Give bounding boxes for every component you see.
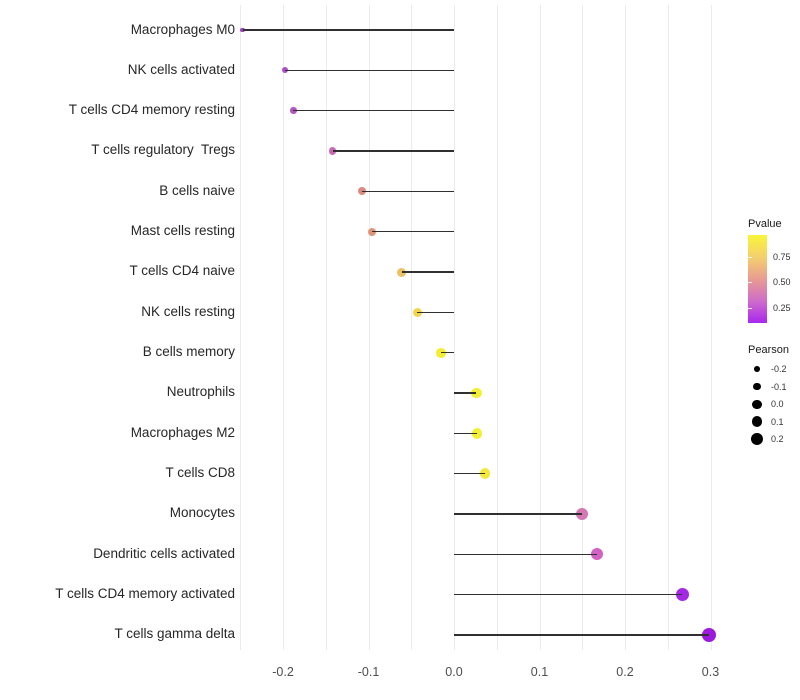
x-axis-tick-label: 0.3	[701, 665, 720, 679]
data-point-dot	[471, 387, 482, 399]
pvalue-tick-label: 0.50	[773, 276, 791, 287]
category-label: T cells gamma delta	[114, 626, 235, 642]
vertical-gridline	[411, 5, 413, 650]
category-label: Dendritic cells activated	[93, 545, 235, 561]
lollipop-stem	[454, 634, 709, 636]
lollipop-stem	[417, 311, 454, 313]
pearson-legend-dot	[751, 416, 763, 428]
x-axis-tick-label: -0.2	[272, 665, 294, 679]
pvalue-bar-tick	[748, 281, 752, 283]
lollipop-stem	[454, 473, 485, 475]
data-point-dot	[290, 107, 297, 114]
category-label: T cells regulatory Tregs	[91, 142, 235, 158]
pvalue-bar-tick	[748, 257, 752, 258]
vertical-gridline	[625, 5, 626, 650]
data-point-dot	[701, 628, 716, 642]
vertical-gridline	[283, 5, 284, 650]
data-point-dot	[240, 27, 246, 33]
category-label: Macrophages M2	[130, 424, 235, 440]
pearson-legend-label: -0.1	[771, 381, 787, 392]
category-label: NK cells resting	[141, 303, 235, 319]
category-label: T cells CD4 memory activated	[55, 586, 235, 602]
lollipop-stem	[361, 190, 454, 192]
lollipop-stem	[401, 271, 454, 273]
category-label: B cells naive	[159, 182, 235, 198]
lollipop-stem	[454, 553, 597, 555]
data-point-dot	[328, 147, 337, 155]
vertical-gridline	[325, 5, 327, 650]
x-axis-tick-label: 0.1	[530, 665, 549, 679]
vertical-gridline	[240, 5, 242, 650]
category-label: Mast cells resting	[130, 223, 235, 239]
lollipop-stem	[454, 432, 478, 434]
pvalue-tick-label: 0.25	[773, 303, 791, 313]
pearson-legend-dot	[752, 399, 762, 409]
x-axis-tick-label: 0.0	[445, 665, 463, 679]
category-label: Neutrophils	[166, 384, 235, 400]
category-label: B cells memory	[142, 344, 235, 360]
x-axis-tick-label: -0.1	[357, 665, 380, 679]
vertical-gridline	[496, 5, 498, 650]
lollipop-stem	[454, 392, 477, 394]
lollipop-stem	[454, 513, 583, 515]
lollipop-stem	[441, 352, 454, 354]
lollipop-stem	[293, 110, 454, 112]
pearson-legend-label: 0.0	[771, 399, 784, 410]
x-axis-tick-label: 0.2	[616, 665, 634, 679]
pvalue-legend-title: Pvalue	[748, 218, 782, 230]
lollipop-stem	[371, 231, 454, 233]
category-label: Macrophages M0	[130, 21, 235, 37]
vertical-gridline	[710, 5, 712, 650]
pearson-legend-dot	[753, 382, 761, 391]
data-point-dot	[367, 227, 377, 236]
vertical-gridline	[667, 5, 669, 650]
vertical-gridline	[539, 5, 541, 650]
pearson-legend-title: Pearson	[748, 344, 789, 356]
data-point-dot	[675, 587, 690, 602]
data-point-dot	[479, 468, 491, 479]
pearson-legend-label: 0.2	[771, 434, 784, 445]
category-label: T cells CD4 memory resting	[68, 102, 235, 118]
vertical-gridline	[582, 5, 584, 650]
category-label: T cells CD8	[165, 465, 235, 481]
category-label: NK cells activated	[127, 61, 235, 77]
pvalue-bar-tick	[748, 308, 752, 309]
pearson-legend-dot	[751, 433, 763, 446]
vertical-gridline	[368, 5, 370, 650]
lollipop-stem	[242, 29, 454, 31]
lollipop-stem	[284, 69, 454, 71]
category-label: T cells CD4 naive	[129, 263, 235, 279]
pvalue-gradient-bar	[748, 235, 767, 323]
pearson-legend-label: -0.2	[771, 364, 787, 374]
vertical-gridline	[454, 5, 455, 650]
category-label: Monocytes	[169, 505, 235, 521]
lollipop-stem	[332, 150, 454, 152]
lollipop-stem	[454, 594, 683, 596]
pearson-legend-label: 0.1	[771, 416, 784, 427]
pvalue-tick-label: 0.75	[773, 252, 791, 262]
pearson-legend-dot	[754, 366, 760, 372]
